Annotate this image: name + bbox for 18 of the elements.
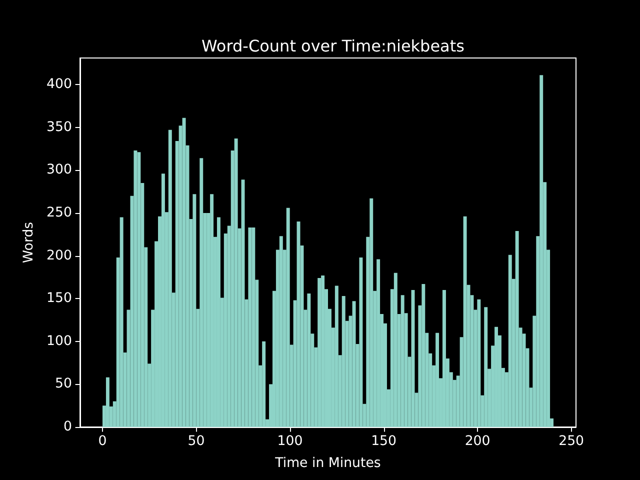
x-tick-label: 0 (98, 434, 107, 449)
y-tick-label: 150 (46, 291, 72, 306)
y-axis-title: Words (22, 222, 37, 264)
y-tick-label: 400 (46, 77, 72, 92)
x-tick-label: 100 (277, 434, 303, 449)
y-tick-label: 100 (46, 334, 72, 349)
chart-title: Word-Count over Time:niekbeats (202, 36, 464, 56)
x-tick-label: 200 (464, 434, 490, 449)
x-tick-label: 250 (558, 434, 584, 449)
y-tick-label: 200 (46, 248, 72, 264)
x-tick-label: 150 (371, 434, 397, 449)
y-tick-label: 300 (46, 162, 72, 178)
x-tick-label: 50 (188, 434, 205, 449)
x-axis-title: Time in Minutes (274, 456, 381, 471)
y-tick-label: 250 (46, 205, 72, 220)
y-tick-label: 350 (46, 120, 72, 135)
y-tick-label: 50 (55, 376, 72, 392)
y-tick-label: 0 (64, 420, 72, 434)
